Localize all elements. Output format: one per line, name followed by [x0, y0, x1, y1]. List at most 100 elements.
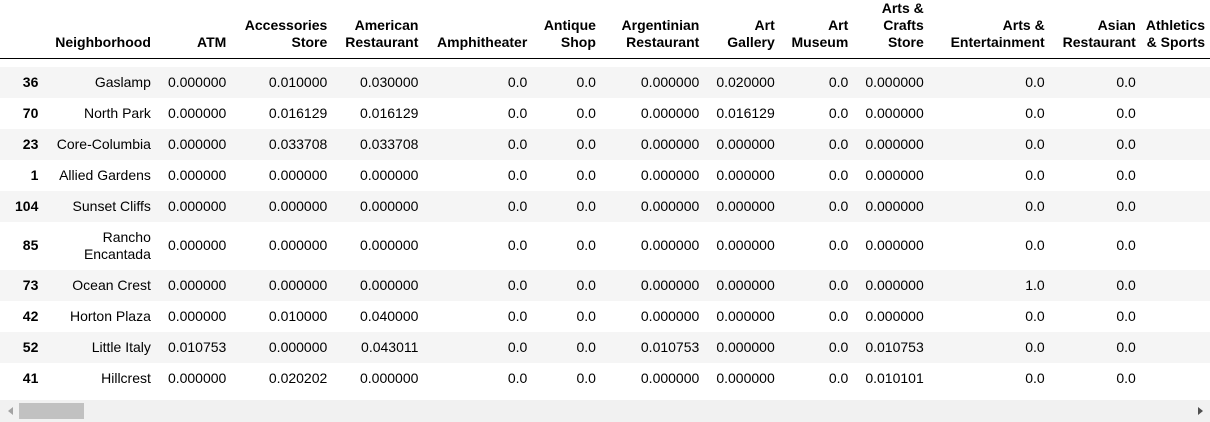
- value-cell: 0.0: [1025, 369, 1045, 386]
- value-cell: 0.000000: [716, 338, 775, 355]
- scrollbar-thumb[interactable]: [19, 403, 84, 419]
- column-header-label: Arts & Crafts Store: [881, 0, 924, 50]
- value-cell: [1141, 270, 1210, 301]
- value-cell: 0.000000: [167, 197, 227, 214]
- value-cell: 0.0: [576, 73, 596, 90]
- column-header: Accessories Store: [231, 0, 333, 59]
- value-cell: 0.000000: [167, 307, 227, 324]
- column-header-label: Antique Shop: [543, 17, 596, 50]
- value-cell: [1141, 222, 1210, 270]
- value-cell: 0.000000: [167, 276, 227, 293]
- row-index: 42: [22, 307, 39, 324]
- value-cell: 0.0: [828, 135, 849, 152]
- index-header: [0, 0, 44, 59]
- value-cell: 0.0: [1025, 104, 1045, 121]
- value-cell: 0.010101: [865, 369, 924, 386]
- value-cell: 0.010000: [268, 73, 328, 90]
- value-cell: 0.010000: [268, 307, 328, 324]
- value-cell: 0.000000: [640, 276, 700, 293]
- row-index: 23: [22, 135, 39, 152]
- column-header: Antique Shop: [532, 0, 601, 59]
- table-row: 70 North Park 0.000000 0.016129 0.016129 0.0 0…: [0, 98, 1210, 129]
- neighborhood-cell: Hillcrest: [101, 369, 151, 386]
- value-cell: 0.000000: [865, 135, 924, 152]
- row-index: 70: [22, 104, 39, 121]
- table-row: 42 Horton Plaza 0.000000 0.010000 0.040000 0.…: [0, 301, 1210, 332]
- value-cell: 0.0: [576, 135, 596, 152]
- value-cell: 0.043011: [361, 338, 419, 355]
- value-cell: 0.030000: [360, 73, 419, 90]
- table-row: 85 Rancho Encantada 0.000000 0.000000 0.0000…: [0, 222, 1210, 270]
- row-index: 41: [22, 369, 39, 386]
- value-cell: 0.000000: [360, 197, 419, 214]
- header-row: Neighborhood ATM Accessories Store American…: [0, 0, 1210, 59]
- table-row: 104 Sunset Cliffs 0.000000 0.000000 0.000000…: [0, 190, 1210, 222]
- row-index: 1: [30, 166, 39, 183]
- value-cell: 0.033708: [360, 135, 419, 152]
- horizontal-scrollbar[interactable]: [0, 400, 1210, 422]
- value-cell: 0.0: [1116, 307, 1136, 324]
- column-header: Argentinian Restaurant: [600, 0, 705, 59]
- column-header-label: Art Gallery: [727, 17, 775, 50]
- value-cell: 0.000000: [360, 369, 419, 386]
- neighborhood-cell: Core-Columbia: [56, 135, 151, 152]
- value-cell: 0.0: [828, 307, 849, 324]
- value-cell: 0.0: [1116, 276, 1136, 293]
- value-cell: 0.000000: [167, 73, 227, 90]
- value-cell: [1141, 67, 1210, 98]
- value-cell: 0.0: [1116, 369, 1136, 386]
- value-cell: 0.000000: [716, 369, 775, 386]
- value-cell: 0.033708: [268, 135, 328, 152]
- value-cell: 0.000000: [640, 135, 700, 152]
- value-cell: 0.000000: [268, 276, 328, 293]
- value-cell: 0.000000: [640, 197, 700, 214]
- column-header-label: Neighborhood: [55, 34, 151, 50]
- value-cell: 0.000000: [268, 166, 328, 183]
- value-cell: 0.0: [828, 73, 849, 90]
- value-cell: 0.000000: [865, 104, 924, 121]
- scroll-left-arrow-icon[interactable]: [2, 400, 18, 422]
- neighborhood-cell: Sunset Cliffs: [72, 197, 151, 214]
- value-cell: 0.0: [1116, 166, 1136, 183]
- value-cell: 0.0: [828, 197, 849, 214]
- value-cell: 0.000000: [167, 135, 227, 152]
- value-cell: 0.000000: [640, 307, 700, 324]
- value-cell: 0.0: [828, 338, 849, 355]
- value-cell: 0.000000: [865, 276, 924, 293]
- value-cell: 0.000000: [268, 197, 328, 214]
- column-header-label: Amphitheater: [437, 34, 528, 50]
- value-cell: 0.000000: [268, 237, 328, 253]
- value-cell: 0.000000: [865, 237, 924, 253]
- column-header-label: Art Museum: [791, 17, 849, 50]
- neighborhood-cell: North Park: [83, 104, 151, 121]
- table-row: 23 Core-Columbia 0.000000 0.033708 0.033708 0…: [0, 128, 1210, 160]
- value-cell: 0.0: [828, 104, 849, 121]
- value-cell: 0.0: [828, 166, 849, 183]
- value-cell: [1141, 98, 1210, 129]
- value-cell: 0.0: [507, 369, 528, 386]
- row-index: 52: [22, 338, 39, 355]
- value-cell: 0.000000: [640, 104, 700, 121]
- value-cell: 0.0: [1025, 237, 1045, 253]
- table-row: 41 Hillcrest 0.000000 0.020202 0.000000 0.0 0.…: [0, 363, 1210, 394]
- value-cell: 0.000000: [716, 197, 775, 214]
- column-header: ATM: [155, 0, 232, 59]
- value-cell: 0.0: [828, 369, 849, 386]
- value-cell: 0.0: [1116, 338, 1136, 355]
- column-header-label: Asian Restaurant: [1062, 17, 1136, 50]
- value-cell: 0.0: [1025, 135, 1045, 152]
- value-cell: 0.000000: [360, 276, 419, 293]
- scroll-right-arrow-icon[interactable]: [1192, 400, 1208, 422]
- neighborhood-cell: Little Italy: [91, 338, 151, 355]
- row-index: 85: [22, 237, 39, 253]
- value-cell: 0.000000: [716, 166, 775, 183]
- value-cell: 0.000000: [640, 73, 700, 90]
- value-cell: 0.0: [507, 338, 528, 355]
- value-cell: 0.0: [507, 135, 528, 152]
- value-cell: 0.0: [507, 166, 528, 183]
- column-header: Asian Restaurant: [1049, 0, 1141, 59]
- value-cell: 0.000000: [865, 73, 924, 90]
- column-header: Arts & Entertainment: [928, 0, 1050, 59]
- value-cell: 1.0: [1025, 276, 1045, 293]
